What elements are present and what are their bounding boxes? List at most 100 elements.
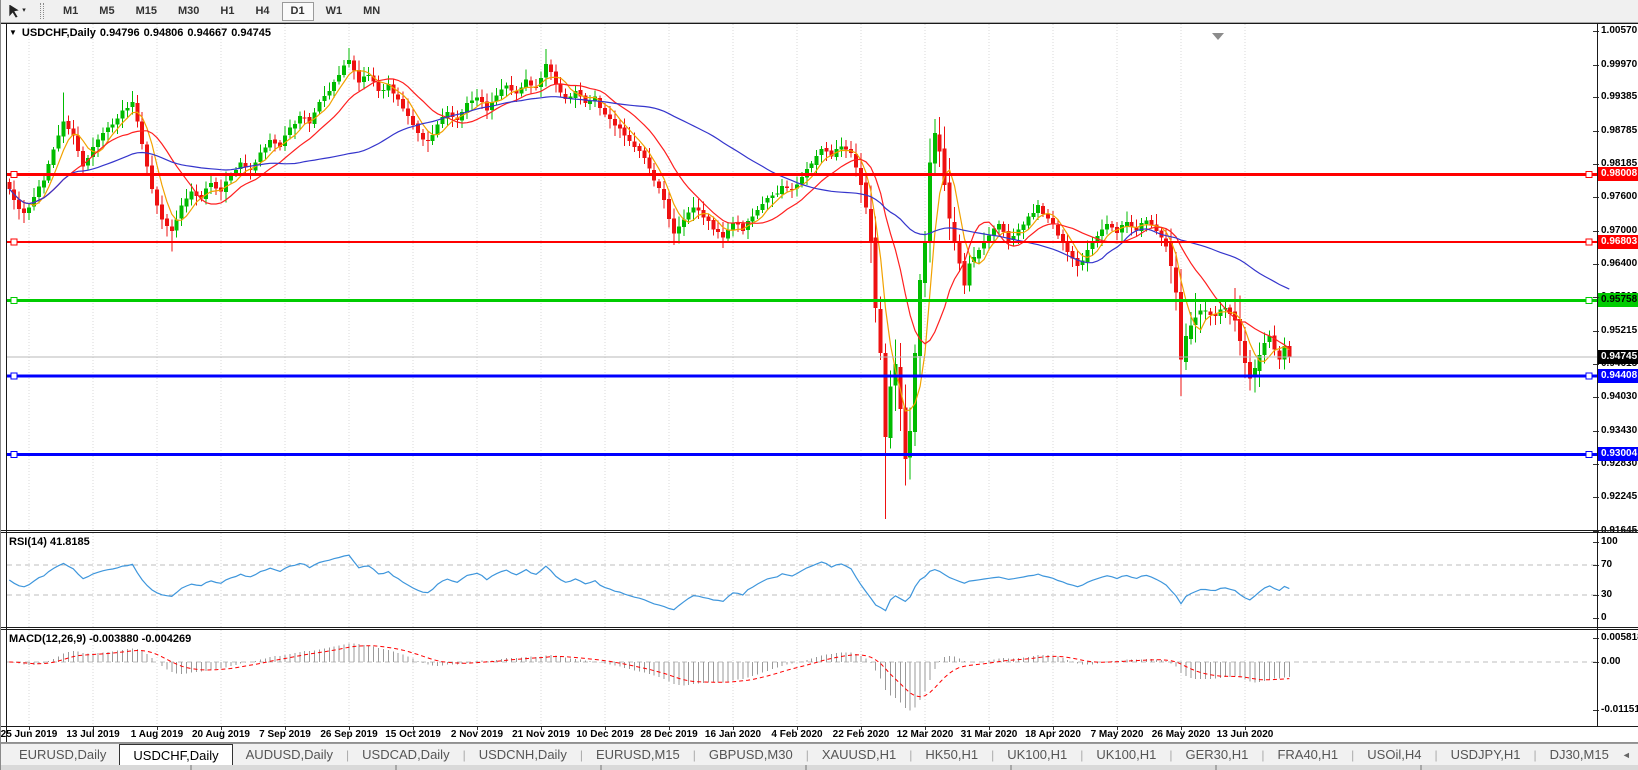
tab-eurusd-daily[interactable]: EURUSD,Daily: [19, 747, 107, 762]
date-label: 13 Jun 2020: [1216, 729, 1274, 740]
tab-fra40-h1[interactable]: FRA40,H1: [1277, 747, 1339, 762]
axis-tick: [1593, 430, 1599, 432]
timeframe-button-m1[interactable]: M1: [63, 5, 79, 17]
date-axis[interactable]: 25 Jun 2019 13 Jul 2019 1 Aug 2019 20 Aug 2…: [0, 726, 1638, 742]
timeframe-button-m5[interactable]: M5: [99, 5, 115, 17]
horizontal-levels-layer[interactable]: [7, 170, 1597, 458]
rsi-panel[interactable]: [7, 533, 1597, 627]
price-tick-label: 0.97000: [1601, 224, 1638, 236]
axis-tick: [1593, 464, 1599, 466]
tab-usdjpy-h1[interactable]: USDJPY,H1: [1450, 747, 1521, 762]
timeframe-button-mn[interactable]: MN: [363, 5, 381, 17]
chart-title: ▼ USDCHF,Daily 0.94796 0.94806 0.94667 0.9474…: [9, 27, 275, 39]
level-price-label[interactable]: 0.95758: [1598, 293, 1638, 308]
toolbar-grip[interactable]: [40, 3, 44, 19]
tabbar-top-edge: [0, 742, 1638, 743]
tab-gbpusd-m30[interactable]: GBPUSD,M30: [708, 747, 793, 762]
date-tick: [1053, 726, 1054, 730]
tab-separator: |: [462, 747, 466, 762]
level-price-label[interactable]: 0.98008: [1598, 167, 1638, 182]
date-tick: [1245, 726, 1246, 730]
date-tick: [989, 726, 990, 730]
chart-shift-marker[interactable]: [1212, 33, 1224, 40]
timeframes-toolbar: ▾ M1 M5 M15 M30 H1 H4 D1 W1 MN: [0, 0, 1638, 23]
tab-separator: |: [1080, 747, 1084, 762]
axis-tick: [1593, 197, 1599, 199]
axis-tick: [1593, 542, 1599, 543]
window-menu-icon[interactable]: ▼: [9, 28, 17, 37]
rsi-tick-label: 70: [1601, 558, 1613, 570]
tab-uk100-h1[interactable]: UK100,H1: [1007, 747, 1068, 762]
panel-separator[interactable]: [0, 532, 1638, 533]
axis-tick: [1593, 397, 1599, 399]
price-chart[interactable]: [7, 24, 1597, 530]
tab-usdcad-daily[interactable]: USDCAD,Daily: [362, 747, 450, 762]
date-label: 7 Sep 2019: [259, 729, 311, 740]
date-tick: [1117, 726, 1118, 730]
tab-usdchf-daily[interactable]: USDCHF,Daily: [119, 744, 233, 765]
axis-tick: [1593, 330, 1599, 332]
tab-ger30-h1[interactable]: GER30,H1: [1185, 747, 1249, 762]
tab-audusd-daily[interactable]: AUDUSD,Daily: [245, 747, 334, 762]
axis-tick: [1593, 64, 1599, 66]
date-label: 1 Aug 2019: [130, 729, 184, 740]
tab-uk100-h1[interactable]: UK100,H1: [1096, 747, 1157, 762]
tab-separator: |: [1351, 747, 1355, 762]
strip-notch: [190, 765, 192, 770]
date-label: 22 Feb 2020: [832, 729, 890, 740]
tab-dj30-m15[interactable]: DJ30,M15: [1549, 747, 1609, 762]
chart-cursor-icon[interactable]: ▾: [2, 1, 32, 21]
date-label: 31 Mar 2020: [960, 729, 1018, 740]
tab-separator: |: [692, 747, 696, 762]
date-tick: [925, 726, 926, 730]
timeframe-button-w1[interactable]: W1: [325, 5, 343, 17]
tab-xauusd-h1[interactable]: XAUUSD,H1: [821, 747, 897, 762]
tab-scroll-left-icon[interactable]: ◄: [1621, 749, 1631, 760]
price-tick-label: 0.97600: [1601, 191, 1638, 203]
date-tick: [733, 726, 734, 730]
date-tick: [797, 726, 798, 730]
tab-separator: |: [1261, 747, 1265, 762]
panel-separator[interactable]: [0, 627, 1638, 628]
panel-separator[interactable]: [0, 629, 1638, 630]
date-tick: [669, 726, 670, 730]
date-tick: [93, 726, 94, 730]
tab-separator: |: [909, 747, 913, 762]
price-axis[interactable]: 1.00570 0.99970 0.99385 0.98785 0.98185 0.976…: [1598, 23, 1638, 726]
date-label: 15 Oct 2019: [385, 729, 441, 740]
timeframe-button-m15[interactable]: M15: [135, 5, 157, 17]
level-price-label[interactable]: 0.94408: [1598, 368, 1638, 383]
tab-hk50-h1[interactable]: HK50,H1: [925, 747, 979, 762]
axis-tick: [1593, 164, 1599, 166]
tab-usoil-h4[interactable]: USOil,H4: [1367, 747, 1422, 762]
bid-price-label: 0.94745: [1598, 350, 1638, 365]
price-tick-label: 0.92830: [1601, 458, 1638, 470]
strip-notch: [600, 765, 602, 770]
ma-slow-line: [8, 96, 1290, 290]
panel-separator[interactable]: [0, 530, 1638, 531]
cursor-arrow-icon: [9, 4, 19, 18]
date-label: 2 Nov 2019: [450, 729, 504, 740]
timeframe-button-d1[interactable]: D1: [281, 1, 314, 21]
timeframe-button-h1[interactable]: H1: [220, 5, 235, 17]
date-tick: [285, 726, 286, 730]
tab-eurusd-m15[interactable]: EURUSD,M15: [595, 747, 680, 762]
tab-usdcnh-daily[interactable]: USDCNH,Daily: [478, 747, 567, 762]
tab-separator: |: [346, 747, 350, 762]
price-tick-label: 0.95215: [1601, 324, 1638, 336]
axis-tick: [1593, 637, 1599, 639]
price-axis-line: [1597, 23, 1598, 726]
macd-panel[interactable]: [7, 630, 1597, 726]
price-tick-label: 0.98185: [1601, 158, 1638, 170]
date-label: 26 May 2020: [1151, 729, 1211, 740]
price-tick-label: 0.93430: [1601, 424, 1638, 436]
macd-signal-line: [9, 645, 1290, 698]
chart-frame-bottom: [0, 726, 1638, 727]
level-price-label[interactable]: 0.96803: [1598, 234, 1638, 249]
tab-separator: |: [1533, 747, 1537, 762]
timeframe-button-m30[interactable]: M30: [177, 5, 200, 17]
level-price-label[interactable]: 0.93004: [1598, 447, 1638, 462]
timeframe-button-h4[interactable]: H4: [255, 5, 270, 17]
price-tick-label: 0.98785: [1601, 124, 1638, 136]
date-label: 4 Feb 2020: [771, 729, 823, 740]
